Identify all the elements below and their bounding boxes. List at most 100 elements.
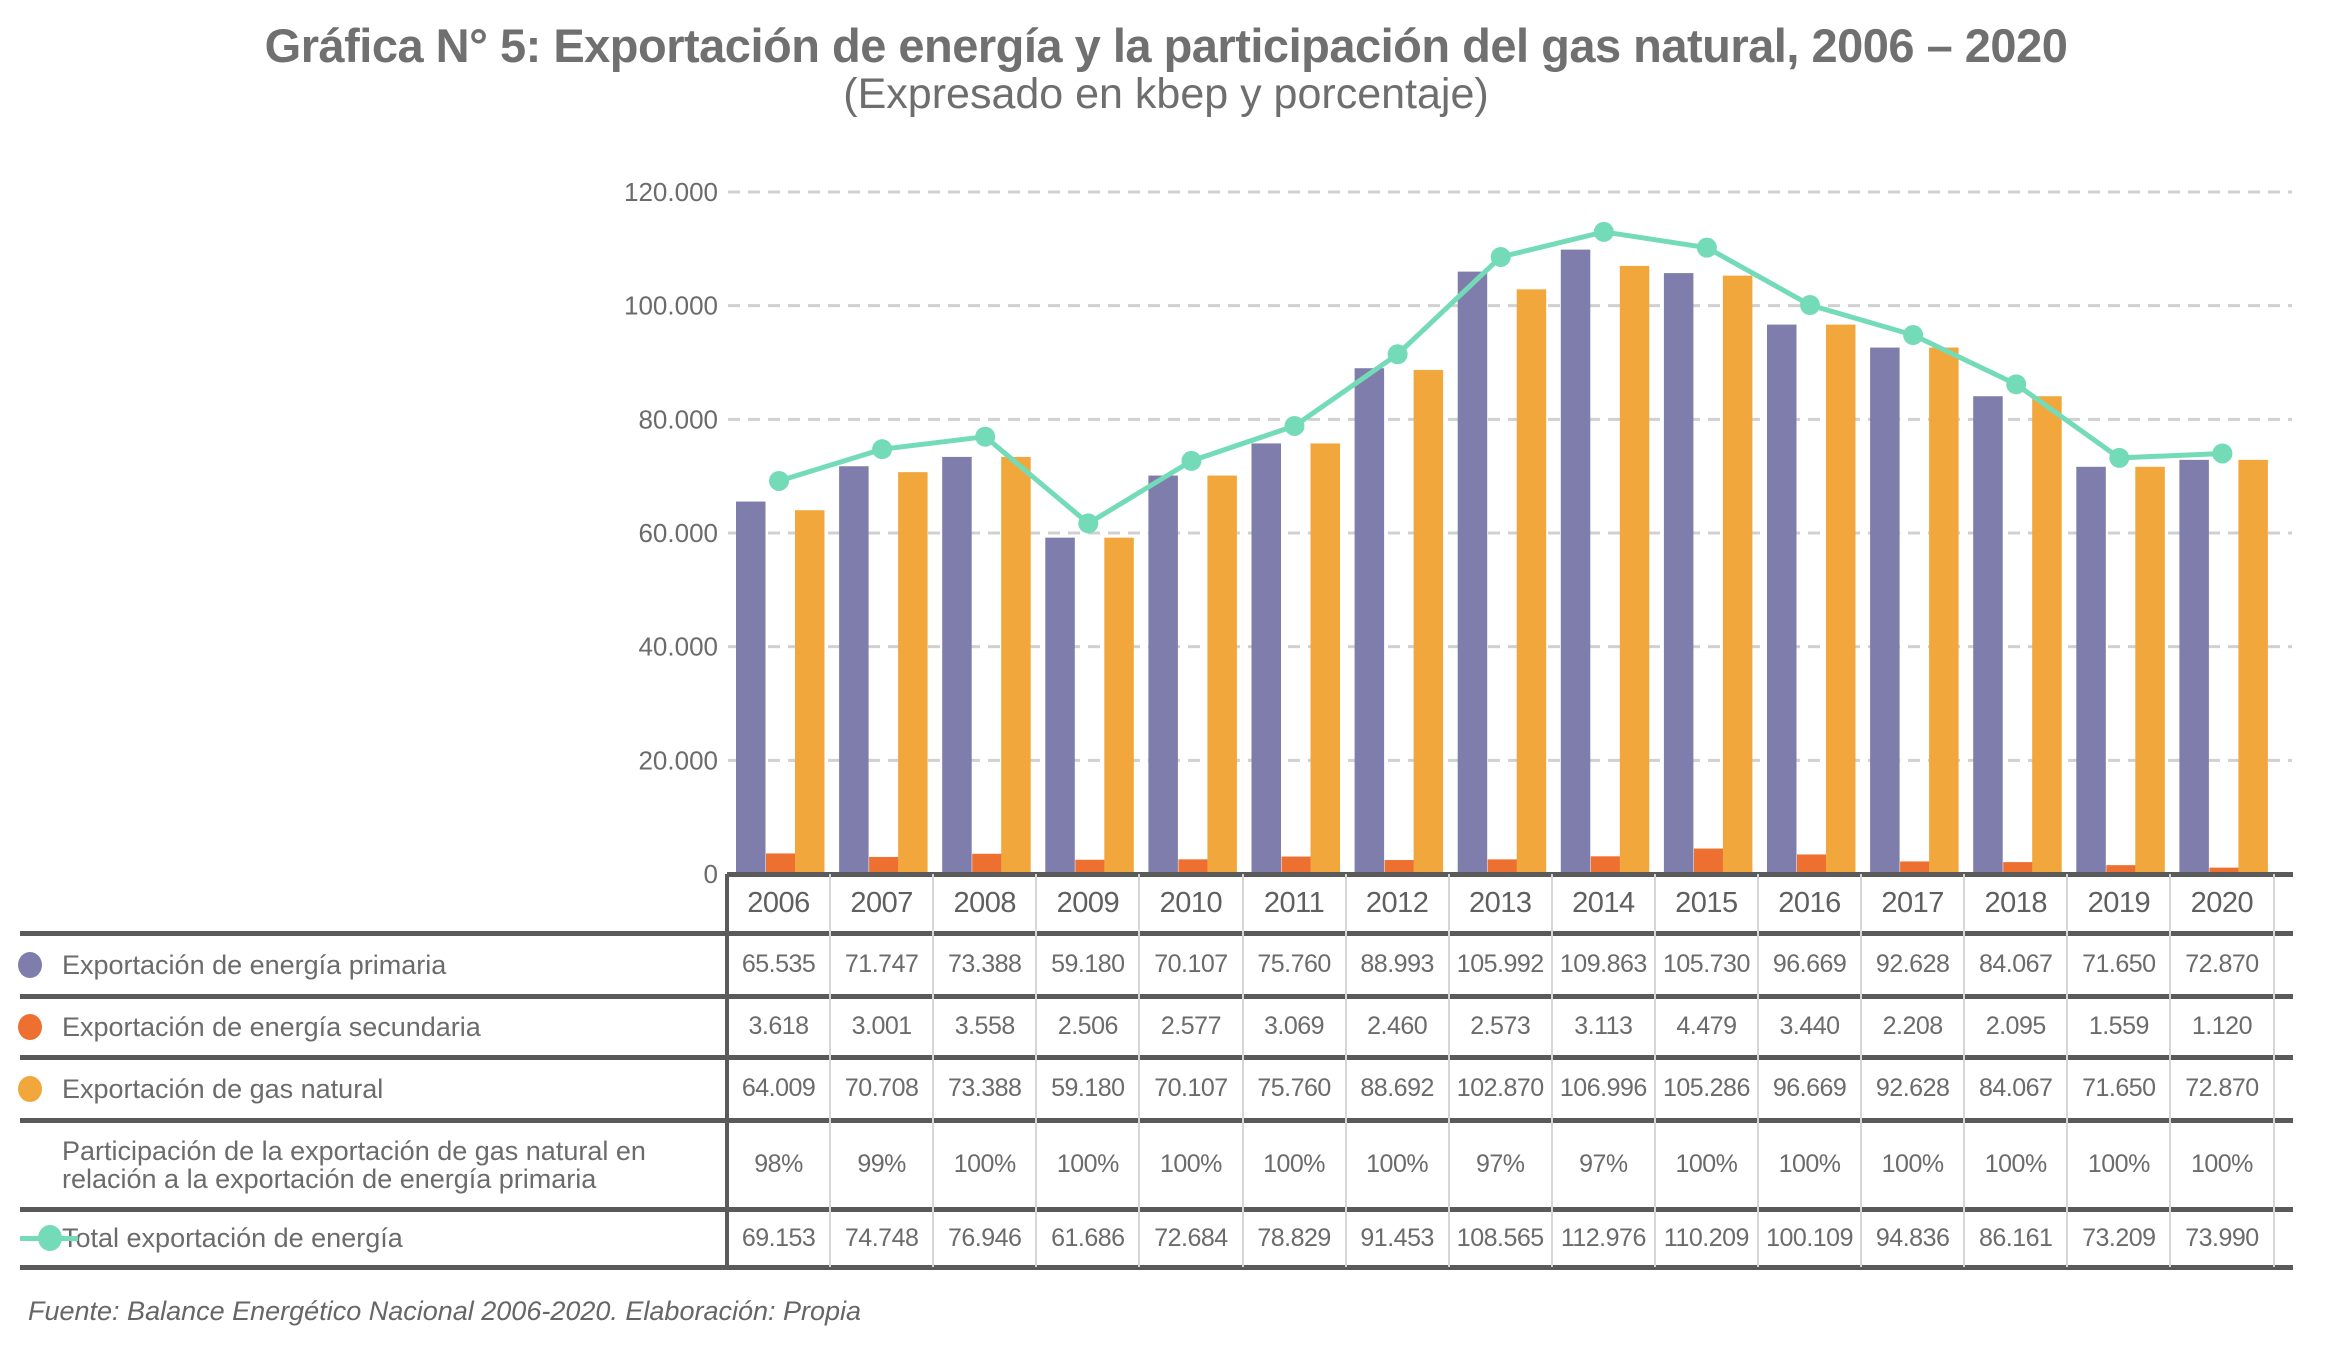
y-axis-ticks: 0 20.000 40.000 60.000 80.000 100.000 120.000: [624, 177, 718, 889]
table-cell: 3.618: [748, 1012, 810, 1040]
table-cell: 70.107: [1154, 950, 1228, 978]
year-header: 2015: [1675, 887, 1738, 919]
table-cell: 73.388: [948, 1074, 1022, 1102]
table-cell: 2.208: [1882, 1012, 1944, 1040]
total-point: [2212, 443, 2233, 464]
bar-secundaria: [2106, 865, 2136, 874]
table-cell: 97%: [1475, 1150, 1525, 1178]
table-cell: 76.946: [948, 1223, 1022, 1252]
row-total-exportacion-label: Total exportación de energía: [62, 1223, 403, 1253]
table-cell: 105.730: [1663, 950, 1750, 978]
bar-secundaria: [2003, 862, 2033, 874]
y-tick-label: 80.000: [638, 404, 718, 434]
total-point: [1490, 246, 1511, 267]
bar-gas-natural: [2238, 459, 2268, 874]
bar-gas-natural: [1619, 265, 1650, 874]
row-energia-secundaria-label: Exportación de energía secundaria: [62, 1011, 481, 1042]
total-point: [1181, 450, 1202, 471]
table-cell: 3.558: [954, 1012, 1016, 1040]
row-participacion-label: Participación de la exportación de gas n…: [62, 1135, 646, 1194]
source-note: Fuente: Balance Energético Nacional 2006…: [28, 1296, 862, 1326]
table-cell: 98%: [754, 1150, 803, 1178]
table-cell: 74.748: [844, 1223, 919, 1252]
year-header: 2013: [1468, 887, 1532, 919]
table-cell: 71.650: [2082, 1074, 2156, 1102]
total-point: [769, 470, 789, 491]
bar-gas-natural: [1826, 324, 1856, 874]
total-point: [2006, 374, 2027, 395]
bars: [736, 249, 2268, 875]
table-cell: 75.760: [1257, 950, 1331, 978]
table-row-divider: [20, 994, 2293, 999]
y-tick-label: 40.000: [638, 632, 718, 662]
bar-primaria: [839, 466, 869, 874]
table-cell: 4.479: [1676, 1012, 1737, 1040]
table-cell: 108.565: [1456, 1223, 1544, 1252]
bar-gas-natural: [1207, 475, 1237, 874]
table-cell: 3.001: [851, 1012, 913, 1040]
bar-primaria: [1148, 475, 1178, 874]
bar-primaria: [1767, 324, 1797, 874]
table-cell: 109.863: [1559, 950, 1647, 978]
table-cell: 59.180: [1051, 1074, 1125, 1102]
table-cell: 64.009: [741, 1074, 816, 1102]
bar-primaria: [1870, 347, 1900, 874]
table-cell: 96.669: [1772, 950, 1847, 978]
table-cell: 97%: [1579, 1150, 1628, 1178]
bar-secundaria: [2209, 867, 2239, 874]
table-cell: 92.628: [1875, 1074, 1950, 1102]
table-cell: 78.829: [1257, 1223, 1331, 1252]
y-tick-label: 20.000: [638, 745, 718, 775]
table-cell: 100%: [1984, 1150, 2047, 1178]
year-header: 2012: [1365, 887, 1429, 919]
table-row-divider: [20, 931, 2293, 936]
table-cell: 88.692: [1360, 1074, 1434, 1102]
y-tick-label: 120.000: [624, 177, 718, 207]
table-cell: 96.669: [1772, 1074, 1847, 1102]
table-cell: 84.067: [1979, 1074, 2053, 1102]
table-row-divider: [20, 1055, 2293, 1060]
bar-gas-natural: [898, 472, 928, 874]
table-column-divider: [1550, 874, 1553, 1267]
bar-primaria: [1457, 271, 1488, 874]
chart-title: Gráfica N° 5: Exportación de energía y l…: [264, 19, 2068, 72]
table-cell: 70.107: [1154, 1074, 1228, 1102]
bar-gas-natural: [2135, 466, 2165, 874]
table-cell: 72.870: [2185, 1074, 2259, 1102]
year-header: 2019: [2087, 887, 2151, 919]
bar-primaria: [1045, 537, 1075, 874]
table-cell: 72.870: [2185, 950, 2259, 978]
bar-secundaria: [972, 853, 1002, 874]
table-column-divider: [829, 874, 832, 1267]
table-cell: 99%: [857, 1150, 906, 1178]
bar-gas-natural: [795, 510, 825, 874]
total-point: [975, 426, 996, 447]
y-tick-label: 60.000: [638, 518, 718, 548]
y-tick-label: 0: [704, 859, 718, 889]
table-cell: 91.453: [1360, 1223, 1434, 1252]
total-point: [2109, 447, 2130, 468]
table-column-divider: [1757, 874, 1759, 1267]
table-cell: 69.153: [741, 1223, 816, 1252]
bar-gas-natural: [2032, 396, 2062, 874]
year-header: 2008: [953, 887, 1016, 919]
table-column-divider: [1860, 874, 1863, 1267]
bar-primaria: [942, 456, 972, 874]
total-point: [1593, 221, 1614, 242]
table-cell: 73.209: [2082, 1223, 2156, 1252]
total-line-series: [769, 221, 2233, 534]
bar-gas-natural: [1722, 275, 1753, 874]
table-cell: 59.180: [1051, 950, 1125, 978]
table-column-divider: [2272, 874, 2275, 1267]
bar-secundaria: [1384, 860, 1415, 874]
table-cell: 100.109: [1766, 1223, 1853, 1252]
table-left-border: [725, 874, 729, 1269]
year-header: 2018: [1984, 887, 2047, 919]
year-header: 2006: [747, 887, 810, 919]
table-cell: 100%: [1056, 1150, 1119, 1178]
table-cell: 88.993: [1360, 950, 1434, 978]
year-header: 2020: [2190, 887, 2254, 919]
table-column-divider: [1963, 874, 1966, 1267]
table-cell: 75.760: [1257, 1074, 1331, 1102]
table-cell: 71.747: [844, 950, 919, 978]
